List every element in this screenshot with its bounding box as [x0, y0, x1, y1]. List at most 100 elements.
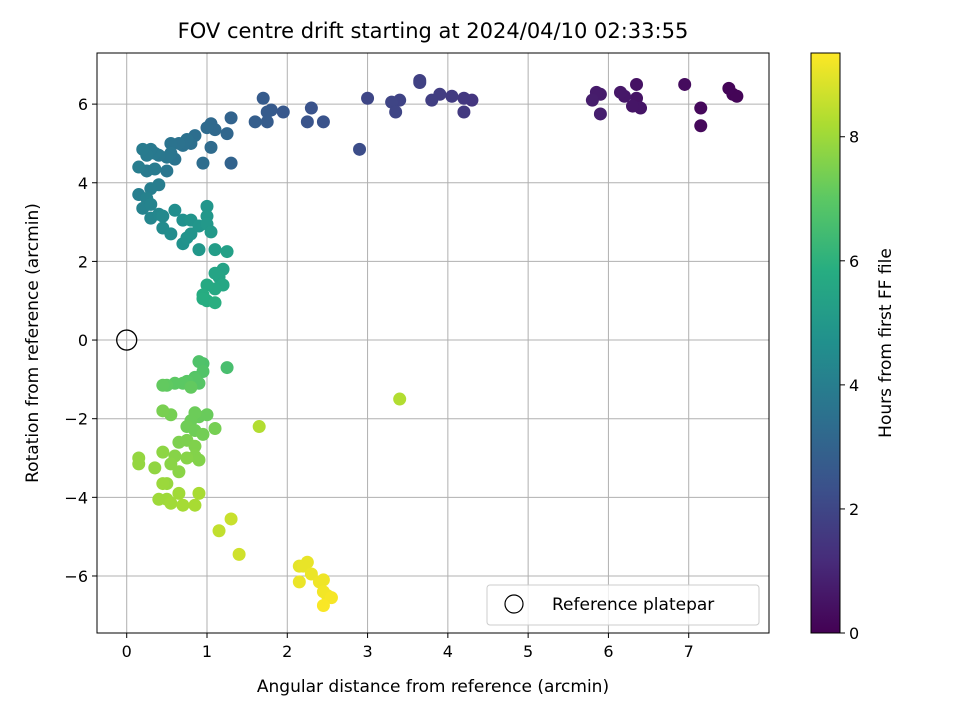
- colorbar: [810, 52, 841, 634]
- data-point: [208, 422, 222, 436]
- data-point: [630, 77, 644, 91]
- data-point: [148, 461, 162, 475]
- data-point: [208, 266, 222, 280]
- data-point: [156, 445, 170, 459]
- y-tick-label: −6: [64, 567, 88, 586]
- x-tick-label: 3: [362, 642, 372, 661]
- data-point: [393, 392, 407, 406]
- x-tick-label: 0: [122, 642, 132, 661]
- plot-frame: [96, 52, 770, 634]
- colorbar-tick-label: 4: [849, 376, 859, 395]
- colorbar-label: Hours from first FF file: [876, 248, 896, 438]
- data-point: [694, 119, 708, 133]
- data-point: [694, 101, 708, 115]
- data-point: [260, 105, 274, 119]
- data-point: [192, 243, 206, 257]
- data-point: [252, 420, 266, 434]
- y-tick-label: 6: [78, 95, 88, 114]
- data-point: [224, 111, 238, 125]
- colorbar-tick-label: 0: [849, 624, 859, 643]
- reference-platepar-marker: [116, 329, 138, 351]
- data-point: [164, 227, 178, 241]
- data-point: [304, 567, 318, 581]
- data-point: [200, 199, 214, 213]
- data-point: [324, 591, 338, 605]
- y-tick-label: −2: [64, 410, 88, 429]
- data-point: [204, 140, 218, 154]
- data-point: [457, 91, 471, 105]
- data-point: [224, 512, 238, 526]
- data-point: [316, 573, 330, 587]
- chart-title: FOV centre drift starting at 2024/04/10 …: [178, 19, 689, 43]
- data-point: [156, 209, 170, 223]
- data-point: [389, 105, 403, 119]
- legend: Reference platepar: [486, 584, 760, 626]
- data-point: [220, 361, 234, 375]
- data-point: [188, 498, 202, 512]
- data-point: [176, 498, 190, 512]
- reference-marker-group: [116, 329, 138, 351]
- colorbar-ticks: 0 2 4 6 8: [840, 128, 859, 643]
- data-point: [300, 115, 314, 129]
- data-point: [144, 197, 158, 211]
- y-tick-label: 0: [78, 331, 88, 350]
- data-point: [196, 292, 210, 306]
- data-point: [316, 598, 330, 612]
- data-point: [425, 93, 439, 107]
- y-axis-label: Rotation from reference (arcmin): [23, 203, 43, 483]
- data-point: [208, 243, 222, 257]
- data-point: [730, 89, 744, 103]
- data-point: [200, 121, 214, 135]
- data-point: [304, 101, 318, 115]
- data-point: [385, 95, 399, 109]
- data-point: [208, 296, 222, 310]
- y-tick-label: −4: [64, 488, 88, 507]
- data-point: [172, 465, 186, 479]
- data-point: [445, 89, 459, 103]
- data-point: [260, 115, 274, 129]
- data-point: [316, 115, 330, 129]
- data-point: [188, 439, 202, 453]
- x-tick-label: 4: [443, 642, 453, 661]
- data-point: [200, 278, 214, 292]
- data-point: [192, 486, 206, 500]
- data-point: [168, 203, 182, 217]
- data-point: [148, 162, 162, 176]
- data-point: [156, 477, 170, 491]
- data-point: [593, 107, 607, 121]
- data-point: [224, 156, 238, 170]
- x-tick-label: 1: [202, 642, 212, 661]
- data-point: [353, 142, 367, 156]
- data-point: [204, 225, 218, 239]
- data-point: [248, 115, 262, 129]
- data-point: [196, 427, 210, 441]
- data-point: [276, 105, 290, 119]
- legend-label-reference-platepar: Reference platepar: [552, 595, 714, 615]
- x-tick-label: 5: [523, 642, 533, 661]
- data-point: [220, 245, 234, 259]
- data-point: [164, 136, 178, 150]
- data-points: [132, 74, 744, 612]
- x-tick-label: 2: [282, 642, 292, 661]
- data-point: [196, 156, 210, 170]
- data-point: [361, 91, 375, 105]
- legend-reference-marker: [504, 594, 524, 614]
- data-point: [192, 355, 206, 369]
- data-point: [156, 378, 170, 392]
- x-axis-label: Angular distance from reference (arcmin): [257, 677, 609, 697]
- legend-box: [486, 584, 760, 626]
- data-point: [292, 575, 306, 589]
- y-tick-label: 2: [78, 252, 88, 271]
- x-tick-label: 7: [684, 642, 694, 661]
- data-point: [164, 496, 178, 510]
- data-point: [413, 75, 427, 89]
- colorbar-tick-label: 2: [849, 500, 859, 519]
- data-point: [457, 105, 471, 119]
- data-point: [192, 453, 206, 467]
- data-point: [156, 404, 170, 418]
- data-point: [613, 85, 627, 99]
- data-point: [678, 77, 692, 91]
- data-point: [256, 91, 270, 105]
